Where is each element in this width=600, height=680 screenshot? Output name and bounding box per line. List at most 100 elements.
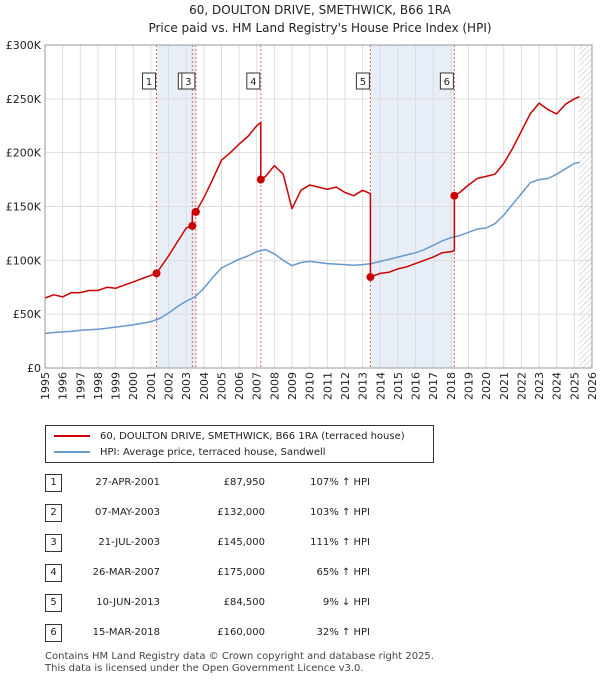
property-series-line [44,96,580,299]
table-row: 5 10-JUN-2013 £84,500 9% ↓ HPI [0,594,600,614]
x-tick-label: 1996 [57,372,70,400]
x-tick-label: 2002 [163,372,176,400]
sale-point [450,191,459,200]
transaction-price: £132,000 [217,507,265,518]
transaction-date: 26-MAR-2007 [92,567,160,578]
x-tick-label: 2014 [374,372,387,400]
chart-subtitle: Price paid vs. HM Land Registry's House … [148,21,491,35]
transaction-hpi: 65% ↑ HPI [316,567,370,578]
y-tick-label: £100K [6,254,42,267]
x-tick-label: 2018 [445,372,458,400]
transaction-label: 5 [360,77,366,88]
x-tick-label: 2008 [268,372,281,400]
transaction-date: 15-MAR-2018 [92,627,160,638]
sale-point [256,175,265,184]
transaction-label: 6 [444,77,450,88]
transaction-hpi: 9% ↓ HPI [322,597,370,608]
x-tick-label: 2022 [515,372,528,400]
y-tick-label: £0 [27,362,41,375]
chart-title: 60, DOULTON DRIVE, SMETHWICK, B66 1RA [189,3,451,17]
x-tick-label: 2017 [427,372,440,400]
x-tick-label: 2003 [180,372,193,400]
x-tick-label: 2020 [480,372,493,400]
transaction-label: 1 [146,77,152,88]
x-tick-label: 1997 [74,372,87,400]
transaction-hpi: 107% ↑ HPI [310,477,370,488]
transaction-price: £87,950 [223,477,265,488]
transaction-hpi: 111% ↑ HPI [310,537,370,548]
x-tick-label: 2010 [304,372,317,400]
transaction-price: £160,000 [217,627,265,638]
x-tick-label: 1995 [39,372,52,400]
table-row: 2 07-MAY-2003 £132,000 103% ↑ HPI [0,504,600,524]
transaction-price: £84,500 [223,597,265,608]
legend-swatch-hpi [54,451,90,453]
transaction-date: 10-JUN-2013 [96,597,160,608]
x-tick-label: 1998 [92,372,105,400]
table-row: 1 27-APR-2001 £87,950 107% ↑ HPI [0,474,600,494]
x-tick-label: 2004 [198,372,211,400]
transaction-number: 5 [45,594,62,612]
transaction-number: 1 [45,474,62,492]
transaction-label-box [181,72,196,90]
transaction-price: £145,000 [217,537,265,548]
hpi-series-line [44,161,580,335]
transaction-number: 2 [45,504,62,522]
legend-swatch-property [54,435,90,437]
legend-item-property: 60, DOULTON DRIVE, SMETHWICK, B66 1RA (t… [54,429,405,443]
legend-label-hpi: HPI: Average price, terraced house, Sand… [100,446,326,458]
transaction-price: £175,000 [217,567,265,578]
y-tick-label: £250K [6,93,42,106]
y-tick-label: £50K [13,308,42,321]
transaction-label: 3 [185,77,191,88]
footer-attribution: Contains HM Land Registry data © Crown c… [45,651,434,675]
x-tick-label: 2013 [357,372,370,400]
y-tick-label: £200K [6,147,42,160]
y-tick-label: £150K [6,201,42,214]
transaction-number: 4 [45,564,62,582]
x-tick-label: 2019 [462,372,475,400]
x-tick-label: 1999 [110,372,123,400]
table-row: 4 26-MAR-2007 £175,000 65% ↑ HPI [0,564,600,584]
sale-point [152,269,161,278]
x-tick-label: 2001 [145,372,158,400]
transaction-label-box [355,72,370,90]
x-tick-label: 2025 [568,372,581,400]
table-row: 3 21-JUL-2003 £145,000 111% ↑ HPI [0,534,600,554]
x-tick-label: 2007 [251,372,264,400]
x-tick-label: 2023 [533,372,546,400]
x-tick-label: 2015 [392,372,405,400]
x-tick-label: 2011 [321,372,334,400]
transaction-date: 27-APR-2001 [95,477,160,488]
sale-point [188,221,197,230]
transaction-date: 07-MAY-2003 [94,507,160,518]
transaction-hpi: 32% ↑ HPI [316,627,370,638]
transaction-number: 6 [45,624,62,642]
price-chart: 60, DOULTON DRIVE, SMETHWICK, B66 1RA Pr… [6,3,599,400]
x-tick-label: 2000 [127,372,140,400]
table-row: 6 15-MAR-2018 £160,000 32% ↑ HPI [0,624,600,644]
legend-label-property: 60, DOULTON DRIVE, SMETHWICK, B66 1RA (t… [100,430,405,442]
transaction-date: 21-JUL-2003 [98,537,160,548]
legend-item-hpi: HPI: Average price, terraced house, Sand… [54,445,326,459]
footer-line-copyright: Contains HM Land Registry data © Crown c… [45,651,434,662]
x-tick-label: 2006 [233,372,246,400]
x-tick-label: 2021 [498,372,511,400]
x-tick-label: 2026 [586,372,599,400]
footer-line-licence: This data is licensed under the Open Gov… [45,663,364,674]
transaction-hpi: 103% ↑ HPI [310,507,370,518]
plot-frame [44,44,593,369]
sale-point [191,207,200,216]
transaction-label-box [246,72,261,90]
sale-point [366,273,375,282]
x-tick-label: 2016 [410,372,423,400]
x-tick-label: 2009 [286,372,299,400]
transaction-label-box [439,72,454,90]
transaction-number: 3 [45,534,62,552]
x-tick-label: 2024 [551,372,564,400]
transaction-label: 4 [250,77,256,88]
x-tick-label: 2012 [339,372,352,400]
x-tick-label: 2005 [215,372,228,400]
transaction-label-box [142,72,157,90]
y-tick-label: £300K [6,39,42,52]
